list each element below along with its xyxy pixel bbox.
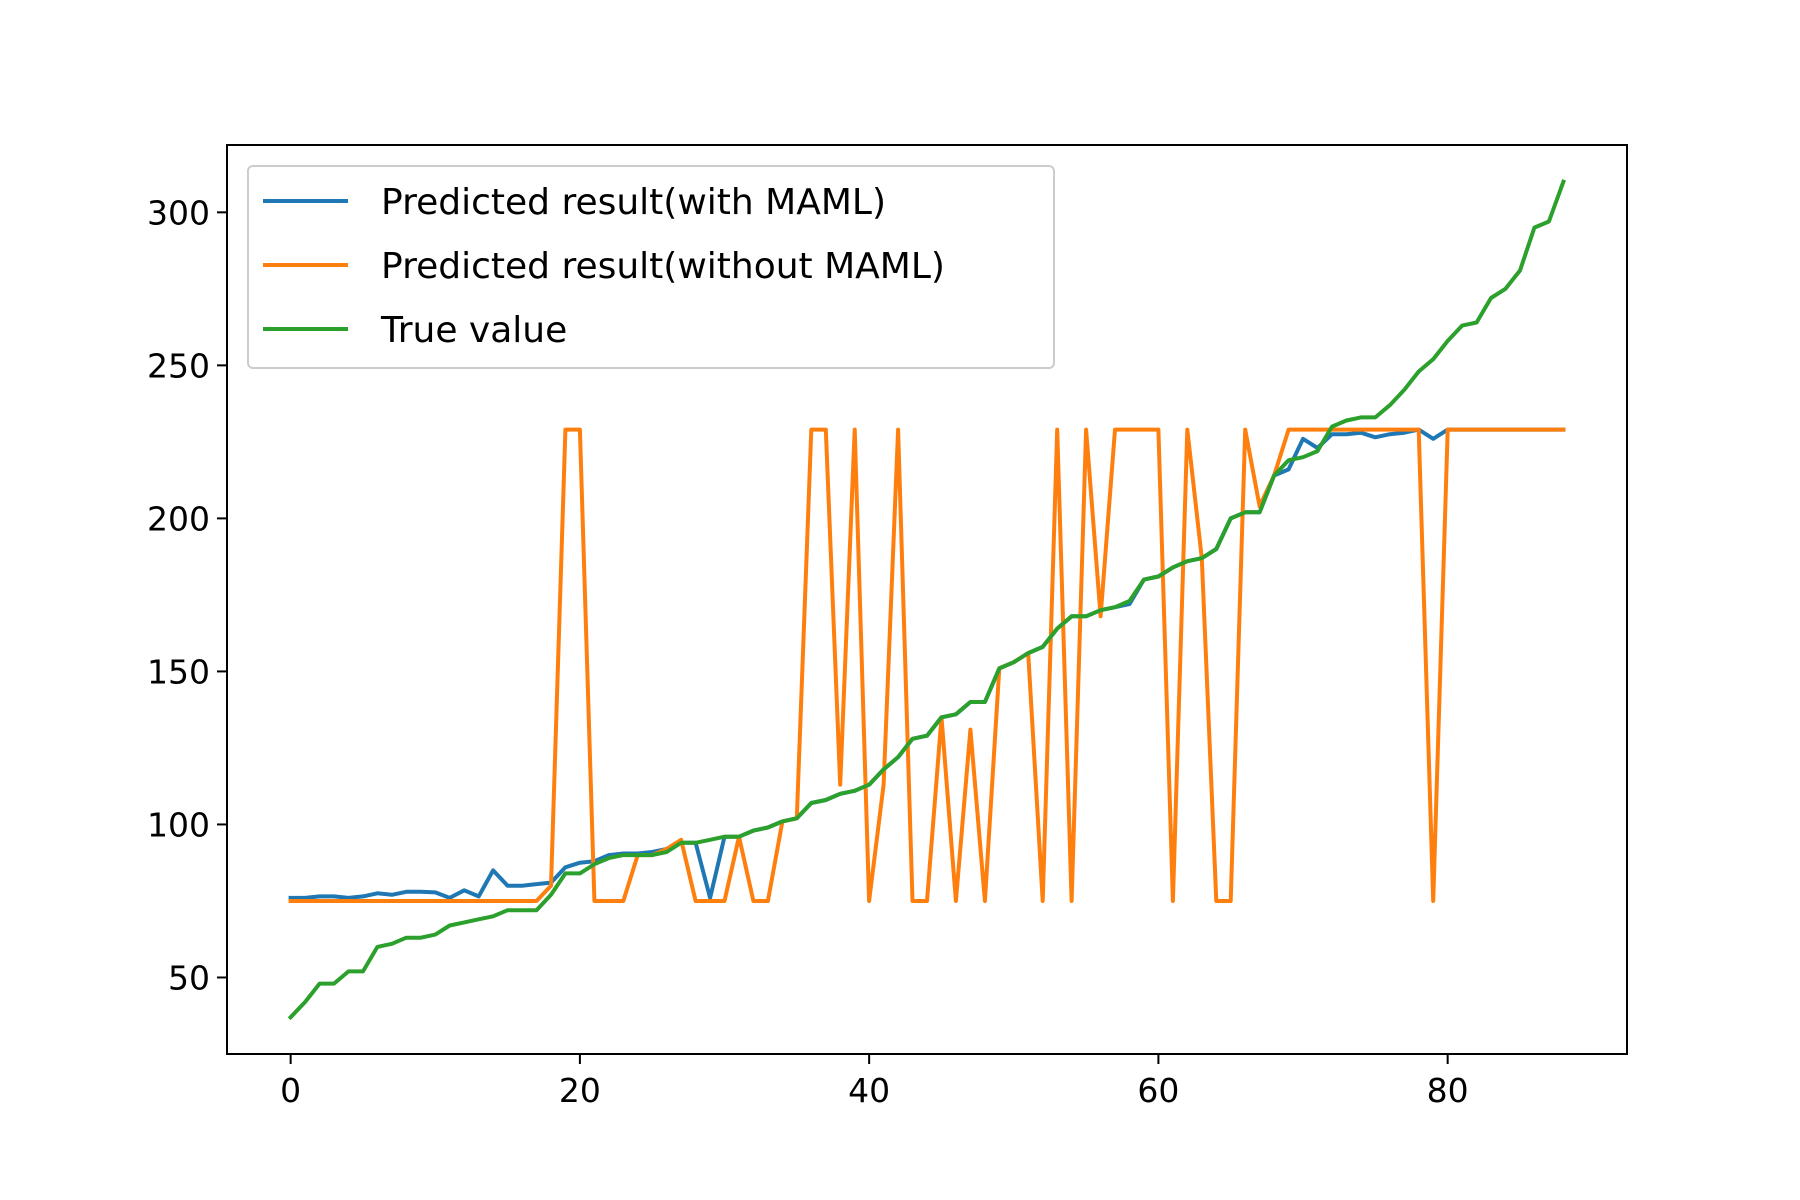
y-tick-label: 100 bbox=[147, 805, 210, 844]
series-layer bbox=[287, 179, 1566, 1021]
x-tick-label: 80 bbox=[1427, 1071, 1469, 1110]
legend-label: True value bbox=[380, 310, 567, 351]
plot-frame bbox=[226, 144, 1628, 1055]
legend-box bbox=[247, 165, 1055, 369]
legend-label: Predicted result(without MAML) bbox=[381, 246, 945, 287]
x-tick-label: 20 bbox=[559, 1071, 601, 1110]
legend: Predicted result(with MAML) Predicted res… bbox=[247, 165, 1055, 369]
y-tick-label: 150 bbox=[147, 652, 210, 691]
y-tick-label: 200 bbox=[147, 499, 210, 538]
x-tick-label: 40 bbox=[848, 1071, 890, 1110]
series-line-3 bbox=[287, 179, 1566, 1021]
series-line-2 bbox=[288, 427, 1566, 903]
y-tick-label: 50 bbox=[168, 958, 210, 997]
legend-label: Predicted result(with MAML) bbox=[381, 182, 886, 223]
y-tick-label: 250 bbox=[147, 346, 210, 385]
y-axis: 50 100 150 200 250 300 bbox=[147, 193, 227, 997]
x-tick-label: 0 bbox=[280, 1071, 301, 1110]
x-tick-label: 60 bbox=[1137, 1071, 1179, 1110]
y-tick-label: 300 bbox=[147, 193, 210, 232]
x-axis: 0 20 40 60 80 bbox=[280, 1054, 1469, 1110]
